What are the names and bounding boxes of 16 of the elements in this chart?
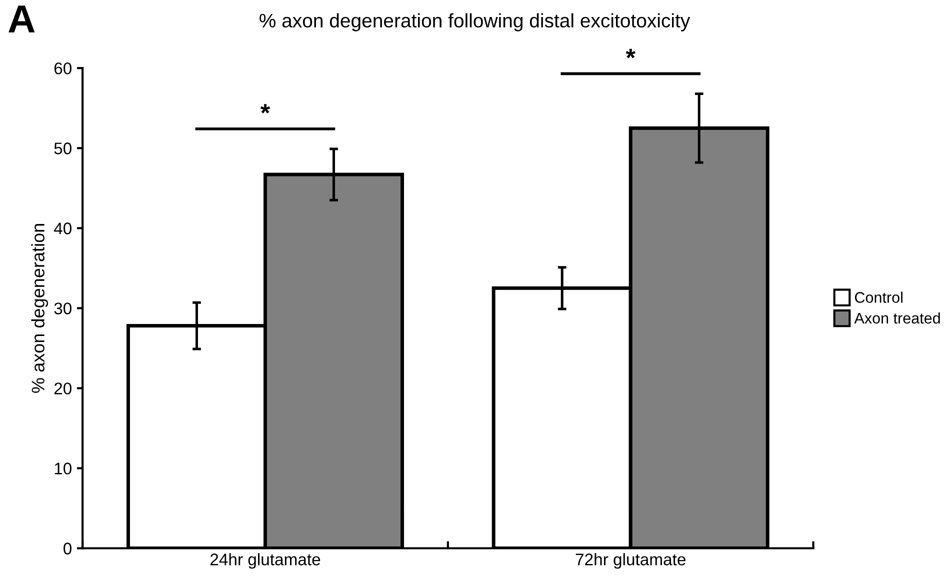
x-tick-label: 72hr glutamate xyxy=(576,553,686,569)
y-tick-label: 20 xyxy=(54,382,72,394)
text: * xyxy=(626,48,636,58)
y-tick-label: 40 xyxy=(54,222,72,234)
y-tick-label: 30 xyxy=(54,302,72,314)
legend-label: Control xyxy=(854,292,902,303)
y-tick-label: 0 xyxy=(64,542,72,554)
chart-title: % axon degeneration following distal excitotoxicity xyxy=(260,13,690,32)
y-tick-label: 60 xyxy=(54,62,72,74)
annotation: * xyxy=(260,104,270,114)
y-tick-label: 50 xyxy=(54,142,72,154)
y-axis-title: % axon degeneration xyxy=(31,224,48,393)
legend-label: Axon treated xyxy=(854,312,940,324)
text: A xyxy=(8,6,35,32)
y-tick-label: 10 xyxy=(54,462,72,474)
x-tick-label: 24hr glutamate xyxy=(210,553,320,569)
